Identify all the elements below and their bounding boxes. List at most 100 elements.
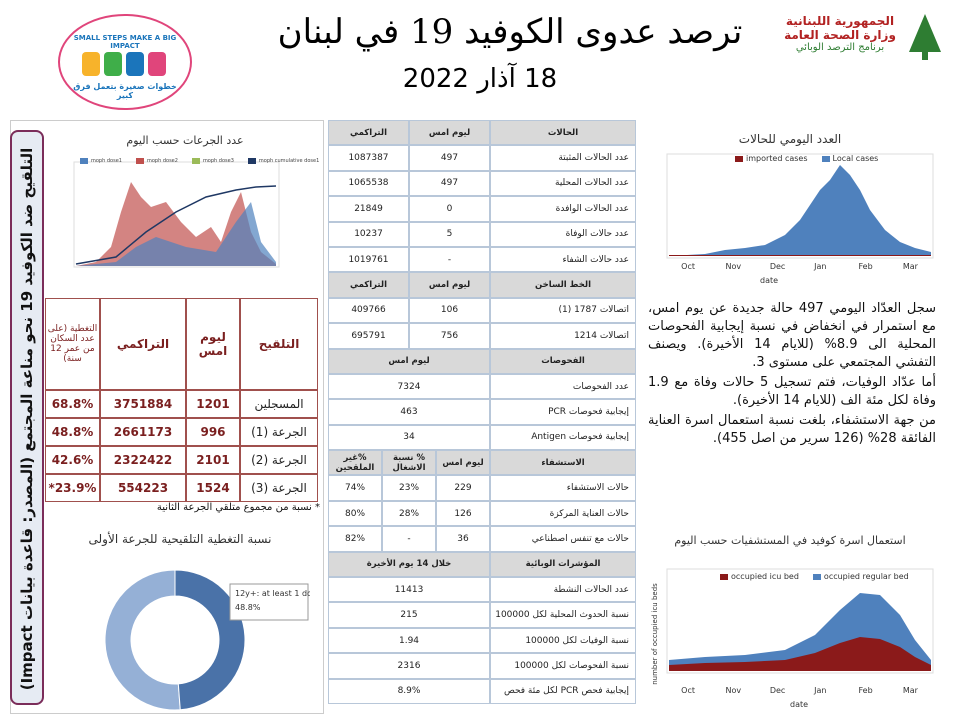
header-cell: ليوم امس xyxy=(186,298,240,390)
label-box xyxy=(229,583,309,621)
table-cell: 463 xyxy=(328,399,490,425)
table-cell: 21849 xyxy=(328,196,409,222)
legend-swatch xyxy=(135,158,144,164)
table-cell: 215 xyxy=(328,602,490,628)
slice-value-label: 48.8% xyxy=(235,603,261,612)
table-cell: 23% xyxy=(382,475,436,501)
table-row: المسجلين 1201 3751884 68.8% xyxy=(45,390,318,418)
chart-title: العدد اليومي للحالات xyxy=(738,132,842,146)
table-cell: حالات العناية المركزة xyxy=(490,500,636,527)
chart-title: عدد الجرعات حسب اليوم xyxy=(126,134,244,147)
table-row: نسبة الحدوث المحلية لكل 100000 215 xyxy=(328,602,636,628)
table-row: اتصالات 1787 (1) 106 409766 xyxy=(328,297,636,324)
table-cell: عدد الحالات المحلية xyxy=(490,170,636,197)
legend-item: moph cumulative dose1 xyxy=(247,158,319,164)
table-cell: 0 xyxy=(409,196,490,222)
table-cell: 36 xyxy=(436,526,490,552)
legend-item: moph dose1 xyxy=(80,158,122,164)
slice-label: 12y+: at least 1 dose xyxy=(235,589,310,598)
table-cell: 229 xyxy=(436,475,490,501)
ministry-line: وزارة الصحة العامة xyxy=(784,28,896,42)
table-cell: إيجابية فحوصات PCR xyxy=(490,399,636,425)
table-row: عدد الحالات النشطة 11413 xyxy=(328,577,636,603)
logo-slogan-ar: خطوات صغيرة بتعمل فرق كبير xyxy=(73,82,177,100)
table-cell: عدد الحالات المثبتة xyxy=(490,145,636,171)
x-tick-label: Feb xyxy=(858,686,873,695)
section-header: الاستشفاء ليوم امس% نسبة الاشغال %غير المل… xyxy=(328,450,636,476)
legend-label: imported cases xyxy=(746,154,808,163)
section-header: الخط الساخن ليوم امس التراكمي xyxy=(328,272,636,298)
table-cell: 1.94 xyxy=(328,627,490,654)
table-cell: 497 xyxy=(409,145,490,171)
table-row: اتصالات 1214 756 695791 xyxy=(328,323,636,349)
table-cell: 497 xyxy=(409,170,490,197)
header-cell: الخط الساخن xyxy=(490,272,636,298)
table-cell: إيجابية فحص PCR لكل مئة فحص xyxy=(490,678,636,704)
table-cell: 3751884 xyxy=(100,390,186,418)
table-row: عدد الحالات المثبتة 497 1087387 xyxy=(328,145,636,171)
table-cell: 82% xyxy=(328,526,382,552)
table-cell: إيجابية فحوصات Antigen xyxy=(490,424,636,451)
cases-table: الحالات ليوم امس التراكمي عدد الحالات المثب… xyxy=(328,120,636,704)
logo-slogan-en: SMALL STEPS MAKE A BIG IMPACT xyxy=(73,34,177,50)
table-cell: - xyxy=(409,246,490,273)
legend-swatch xyxy=(720,573,728,580)
table-row: عدد حالات الشفاء -1019761 xyxy=(328,246,636,273)
header-cell: التراكمي xyxy=(100,298,186,390)
side-title: التلقيح ضد الكوفيد 19 نحو مناعة المجتمع … xyxy=(18,147,36,691)
table-cell: 2322422 xyxy=(100,446,186,474)
x-tick-label: Mar xyxy=(902,262,918,271)
table-cell: 1524 xyxy=(186,474,240,502)
table-cell: الجرعة (1) xyxy=(240,418,318,446)
header-cell: خلال 14 يوم الأخيرة xyxy=(328,551,490,578)
table-cell: 1019761 xyxy=(328,246,409,273)
table-cell: 48.8% xyxy=(45,418,100,446)
chart-title: نسبة التغطية التلقيحية للجرعة الأولى xyxy=(88,532,272,546)
table-cell: 10237 xyxy=(328,221,409,247)
legend-label: moph dose1 xyxy=(91,158,122,164)
table-cell: 1201 xyxy=(186,390,240,418)
header-cell: الاستشفاء xyxy=(490,450,636,476)
summary-paragraph: من جهة الاستشفاء، بلغت نسبة استعمال اسرة… xyxy=(648,413,936,446)
table-cell: حالات مع تنفس اصطناعي xyxy=(490,526,636,552)
ministry-line: برنامج الترصد الوبائي xyxy=(795,42,885,53)
x-tick-label: Nov xyxy=(725,686,742,695)
doses-chart xyxy=(73,161,280,268)
x-tick-label: Nov xyxy=(725,262,742,271)
header-cell: ليوم امس xyxy=(409,120,490,146)
legend-label: occupied icu bed xyxy=(731,572,799,581)
x-tick-label: Jan xyxy=(814,262,827,271)
header-cell: التراكمي xyxy=(328,272,409,298)
table-row: حالات مع تنفس اصطناعي 36-82% xyxy=(328,526,636,552)
header-cell: % نسبة الاشغال xyxy=(382,450,436,476)
header-cell: ليوم امس xyxy=(436,450,490,476)
x-tick-label: Jan xyxy=(814,686,827,695)
ministry-logo: الجمهورية اللبنانية وزارة الصحة العامة ب… xyxy=(770,14,910,53)
legend-label: moph dose2 xyxy=(146,158,178,164)
table-cell: 11413 xyxy=(328,577,490,603)
beds-chart xyxy=(666,568,934,674)
logo-art xyxy=(82,48,168,78)
summary-paragraph: أما عدّاد الوفيات، فتم تسجيل 5 حالات وفا… xyxy=(648,375,936,408)
donut-rest xyxy=(104,569,181,710)
table-cell: 695791 xyxy=(328,323,409,349)
legend-swatch xyxy=(735,155,743,162)
x-axis-title: date xyxy=(790,700,809,709)
table-row: عدد الحالات الوافدة 0 21849 xyxy=(328,196,636,222)
table-cell: 68.8% xyxy=(45,390,100,418)
table-cell: حالات الاستشفاء xyxy=(490,475,636,501)
legend-swatch xyxy=(247,158,256,164)
table-cell: الجرعة (2) xyxy=(240,446,318,474)
ministry-line: الجمهورية اللبنانية xyxy=(785,14,895,28)
section-header: المؤشرات الوبائية خلال 14 يوم الأخيرة xyxy=(328,551,636,578)
header-cell: ليوم امس xyxy=(328,348,490,374)
x-axis: Oct Nov Dec Jan Feb Mar xyxy=(667,686,933,698)
chart-legend: imported cases Local cases xyxy=(735,154,878,163)
campaign-logo: SMALL STEPS MAKE A BIG IMPACT خطوات صغير… xyxy=(58,14,192,110)
table-cell: 42.6% xyxy=(45,446,100,474)
table-cell: 996 xyxy=(186,418,240,446)
section-header: الفحوصات ليوم امس xyxy=(328,348,636,374)
table-cell: نسبة الحدوث المحلية لكل 100000 xyxy=(490,602,636,628)
table-cell: 106 xyxy=(409,297,490,324)
x-tick-label: Dec xyxy=(769,262,786,271)
